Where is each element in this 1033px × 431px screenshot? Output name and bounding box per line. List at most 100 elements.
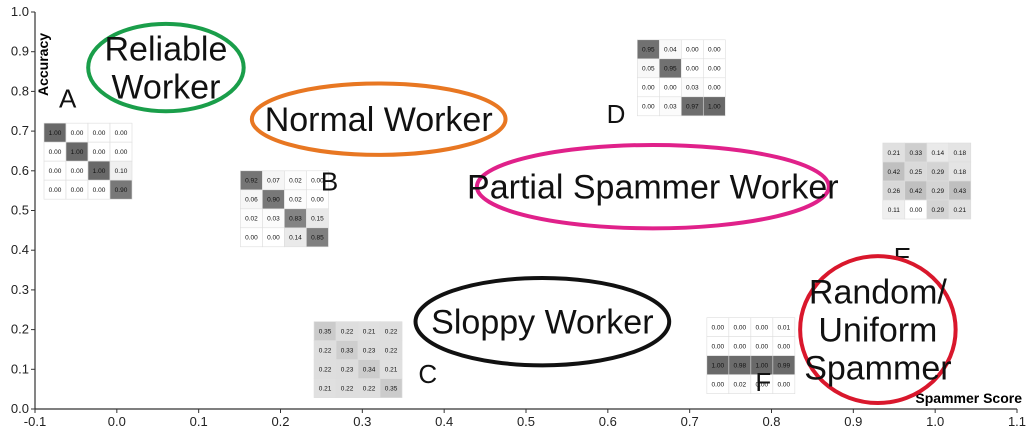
- matrix-cell-value: 0.22: [341, 328, 354, 335]
- x-tick-label: 0.8: [762, 414, 780, 429]
- matrix-c: 0.35 0.22 0.21 0.22 0.22 0.33 0.23 0.22 0.22 0.23…: [313, 321, 403, 398]
- matrix-cell-value: 0.83: [289, 216, 302, 223]
- matrix-cell-value: 0.03: [686, 85, 699, 92]
- matrix-e: 0.21 0.33 0.14 0.18 0.42 0.25 0.29 0.18 0.26 0.42…: [882, 142, 972, 220]
- matrix-cell-value: 0.00: [642, 85, 655, 92]
- category-ellipse: [413, 275, 672, 368]
- matrix-cell-value: 0.25: [909, 169, 922, 176]
- y-axis-title: Accuracy: [35, 33, 51, 96]
- matrix-cell-value: 0.14: [289, 235, 302, 242]
- matrix-cell-value: 0.33: [341, 347, 354, 354]
- matrix-cell-value: 0.02: [245, 216, 258, 223]
- matrix-cell: [379, 378, 403, 398]
- x-tick-label: 0.3: [353, 414, 371, 429]
- category-partial-spammer-worker: Partial Spammer Worker: [467, 142, 839, 231]
- matrix-cell-value: 0.21: [953, 207, 966, 214]
- matrix-cell-value: 0.05: [642, 66, 655, 73]
- matrix-cell-value: 0.00: [756, 381, 769, 388]
- category-label-line: Worker: [111, 69, 220, 107]
- matrix-cell-value: 0.22: [319, 366, 332, 373]
- matrix-cell-value: 0.00: [311, 197, 324, 204]
- category-label-line: Uniform: [818, 312, 937, 350]
- matrix-cell-value: 1.00: [71, 149, 84, 156]
- matrix-cell: [772, 374, 796, 394]
- matrix-cell-value: 0.00: [734, 343, 747, 350]
- matrix-cell-value: 0.00: [71, 168, 84, 175]
- matrix-cell: [306, 227, 329, 248]
- matrix-cell-value: 0.33: [909, 150, 922, 157]
- matrix-cell-value: 0.10: [115, 168, 128, 175]
- matrix-cell-value: 0.11: [888, 207, 901, 214]
- matrix-cell-value: 0.85: [311, 235, 324, 242]
- x-tick-label: 0.1: [190, 414, 208, 429]
- y-tick-label: 0.0: [11, 401, 29, 416]
- y-tick-label: 0.1: [11, 361, 29, 376]
- matrix-cell-value: 0.99: [778, 362, 791, 369]
- matrix-cell-value: 0.06: [245, 197, 258, 204]
- y-tick-label: 0.7: [11, 123, 29, 138]
- matrix-cell-value: 0.00: [71, 187, 84, 194]
- matrix-cell-value: 0.00: [686, 47, 699, 54]
- matrix-cell-value: 1.00: [708, 104, 721, 111]
- matrix-cell-value: 0.00: [93, 187, 106, 194]
- matrix-cell-value: 0.21: [319, 385, 332, 392]
- matrix-cell-value: 0.00: [708, 66, 721, 73]
- matrix-cell-value: 0.00: [49, 168, 62, 175]
- matrix-cell-value: 0.00: [93, 130, 106, 137]
- y-tick-label: 0.2: [11, 322, 29, 337]
- matrix-cell-value: 0.21: [887, 150, 900, 157]
- matrix-cell-value: 0.00: [756, 324, 769, 331]
- matrix-cell-value: 0.00: [664, 85, 677, 92]
- category-sloppy-worker: Sloppy Worker: [413, 275, 672, 368]
- x-tick-label: 0.9: [844, 414, 862, 429]
- x-tick-label: 1.0: [926, 414, 944, 429]
- y-tick-label: 0.3: [11, 282, 29, 297]
- matrix-cell-value: 0.03: [664, 104, 677, 111]
- matrix-cell-value: 0.23: [363, 347, 376, 354]
- matrix-cell-value: 0.26: [887, 188, 900, 195]
- matrix-cell-value: 0.00: [708, 85, 721, 92]
- matrix-cell-value: 0.00: [778, 343, 791, 350]
- matrix-cell-value: 0.29: [931, 207, 944, 214]
- matrix-cell-value: 0.00: [642, 104, 655, 111]
- y-tick-label: 0.5: [11, 203, 29, 218]
- x-tick-label: 0.0: [108, 414, 126, 429]
- matrix-cell-value: 0.21: [363, 328, 376, 335]
- x-tick-label: 0.5: [517, 414, 535, 429]
- y-tick-label: 0.6: [11, 163, 29, 178]
- matrix-cell-value: 0.00: [49, 149, 62, 156]
- category-ellipse: [798, 254, 958, 406]
- matrix-cell-value: 0.02: [734, 381, 747, 388]
- matrix-letter-a: A: [59, 83, 77, 113]
- matrix-cell-value: 0.00: [245, 235, 258, 242]
- matrix-cell-value: 0.42: [887, 169, 900, 176]
- matrix-cell-value: 0.35: [385, 385, 398, 392]
- matrix-cell-value: 0.07: [267, 178, 280, 185]
- matrix-cell-value: 0.23: [341, 366, 354, 373]
- matrix-cell-value: 1.00: [712, 362, 725, 369]
- matrix-cell: [948, 199, 972, 220]
- category-ellipse: [86, 21, 246, 114]
- matrix-a: 1.00 0.00 0.00 0.00 0.00 1.00 0.00 0.00 0.00 0.00…: [43, 122, 133, 200]
- x-tick-label: -0.1: [24, 414, 46, 429]
- matrix-cell-value: 0.18: [953, 150, 966, 157]
- matrix-cell-value: 1.00: [756, 362, 769, 369]
- matrix-f: 0.00 0.00 0.00 0.01 0.00 0.00 0.00 0.00 1.00 0.98…: [706, 317, 796, 394]
- matrix-cell-value: 1.00: [49, 130, 62, 137]
- matrix-cell-value: 0.42: [909, 188, 922, 195]
- matrix-cell-value: 0.00: [712, 381, 725, 388]
- category-ellipse: [249, 81, 508, 157]
- y-tick-label: 1.0: [11, 4, 29, 19]
- matrix-cell-value: 0.03: [267, 216, 280, 223]
- matrix-cell-value: 0.95: [642, 47, 655, 54]
- matrix-cell-value: 0.22: [341, 385, 354, 392]
- y-tick-label: 0.4: [11, 242, 29, 257]
- matrix-cell-value: 0.98: [734, 362, 747, 369]
- matrix-cell-value: 0.34: [363, 366, 376, 373]
- matrix-cell-value: 0.00: [71, 130, 84, 137]
- matrix-cell-value: 0.18: [953, 169, 966, 176]
- matrix-cell-value: 0.90: [267, 197, 280, 204]
- matrix-cell-value: 0.00: [49, 187, 62, 194]
